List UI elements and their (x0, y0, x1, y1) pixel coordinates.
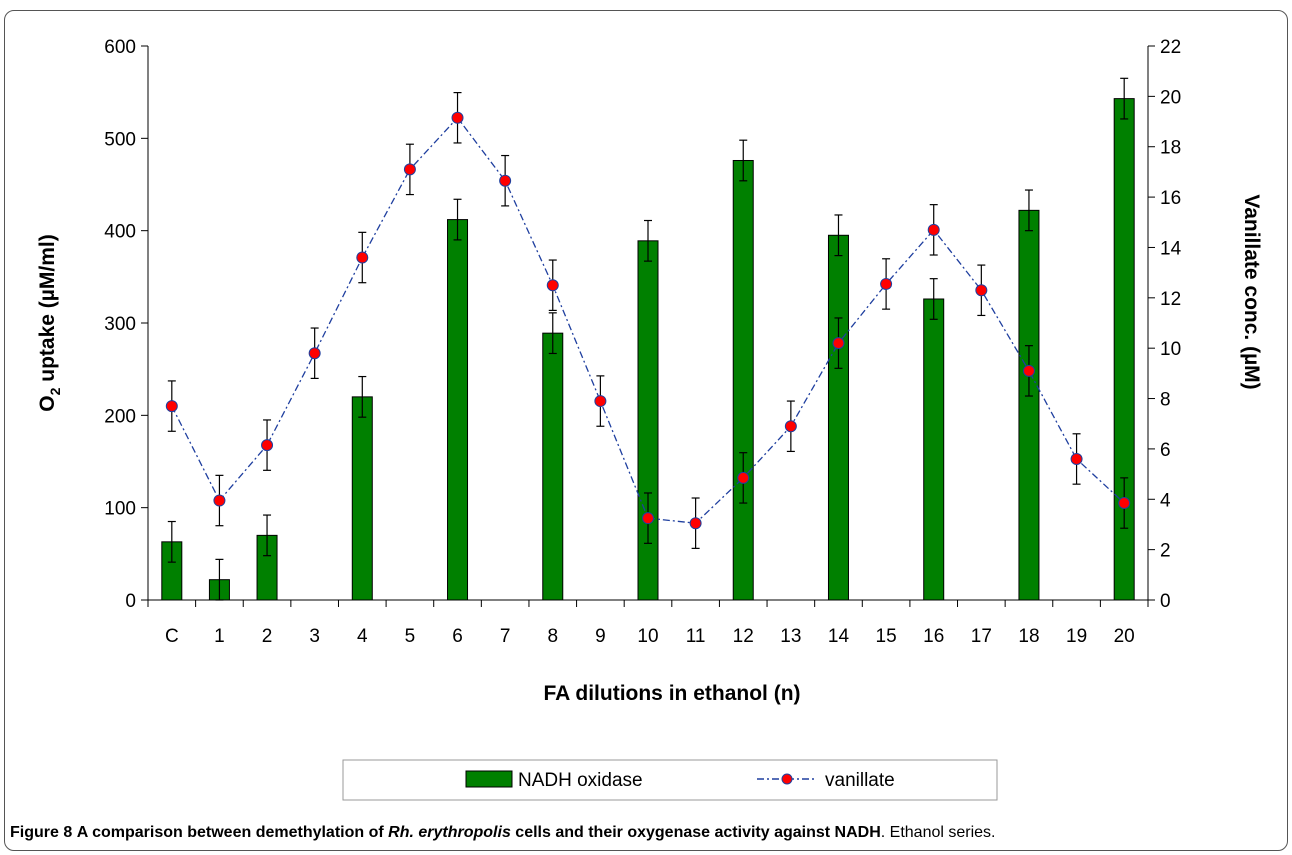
data-point (499, 174, 512, 187)
legend-label-nadh-oxidase: NADH oxidase (518, 770, 643, 791)
x-tick-label: 2 (262, 626, 273, 647)
data-point (927, 223, 940, 236)
left-y-axis: 0 100 200 300 400 500 600 (104, 37, 149, 612)
x-tick-label: 19 (1066, 626, 1087, 647)
right-tick-label: 18 (1160, 138, 1181, 159)
data-point (880, 277, 893, 290)
legend-label-vanillate: vanillate (825, 770, 895, 791)
caption-title-end: cells and their oxygenase activity again… (515, 824, 881, 841)
x-tick-label: 8 (547, 626, 558, 647)
bar (351, 396, 373, 601)
bar (637, 240, 659, 601)
x-tick-label: 5 (405, 626, 416, 647)
x-tick-label: 6 (452, 626, 463, 647)
data-point (1070, 452, 1083, 465)
x-tick-label: 7 (500, 626, 511, 647)
bar-series-nadh-oxidase (161, 77, 1135, 601)
bar (923, 298, 945, 601)
bar (732, 159, 754, 601)
x-tick-label: 20 (1114, 626, 1135, 647)
data-point (737, 471, 750, 484)
right-y-axis-title: Vanillate conc. (µM) (1240, 194, 1263, 389)
data-point (546, 279, 559, 292)
data-point (784, 420, 797, 433)
x-tick-label: 16 (923, 626, 944, 647)
left-tick-label: 400 (104, 222, 136, 243)
left-tick-label: 100 (104, 499, 136, 520)
data-point (1118, 497, 1131, 510)
caption-suffix: . Ethanol series. (880, 824, 996, 841)
right-tick-label: 16 (1160, 188, 1181, 209)
x-tick-label: 3 (309, 626, 320, 647)
data-point (594, 395, 607, 408)
x-tick-label: 9 (595, 626, 606, 647)
x-tick-label: 17 (971, 626, 992, 647)
left-tick-label: 600 (104, 37, 136, 58)
data-point (832, 337, 845, 350)
data-point (689, 517, 702, 530)
bar (1018, 209, 1040, 601)
x-tick-label: C (165, 626, 179, 647)
left-y-axis-title: O2 uptake (µM/ml) (36, 234, 63, 411)
right-y-axis: 0 2 4 6 8 10 12 14 16 18 20 22 (1147, 37, 1182, 612)
data-point (975, 284, 988, 297)
figure-frame (4, 10, 1288, 851)
data-point (403, 163, 416, 176)
x-tick-label: 11 (686, 626, 706, 647)
x-tick-label: 1 (214, 626, 225, 647)
x-axis: C 1 2 3 4 5 6 7 8 9 10 11 12 13 14 15 16 17 18 19 20 (147, 599, 1149, 647)
data-point (165, 400, 178, 413)
data-point (308, 347, 321, 360)
caption-title-start: A comparison between demethylation of (76, 824, 384, 841)
x-tick-label: 12 (733, 626, 754, 647)
legend: NADH oxidase vanillate (342, 759, 998, 801)
legend-bar-swatch (465, 770, 513, 788)
left-tick-label: 0 (125, 591, 136, 612)
data-point (451, 111, 464, 124)
right-tick-label: 12 (1160, 289, 1181, 310)
left-tick-label: 300 (104, 314, 136, 335)
right-tick-label: 8 (1160, 390, 1171, 411)
right-tick-label: 4 (1160, 490, 1171, 511)
right-tick-label: 20 (1160, 87, 1181, 108)
data-point (642, 512, 654, 525)
x-tick-label: 13 (780, 626, 801, 647)
legend-marker-swatch (781, 773, 793, 785)
bar (542, 332, 564, 601)
x-axis-title: FA dilutions in ethanol (n) (543, 682, 800, 705)
right-tick-label: 0 (1160, 591, 1171, 612)
x-tick-label: 10 (637, 626, 658, 647)
data-point (356, 251, 369, 264)
right-tick-label: 22 (1160, 37, 1181, 58)
right-tick-label: 2 (1160, 541, 1171, 562)
figure-caption: Figure 8 A comparison between demethylat… (10, 824, 996, 842)
right-tick-label: 6 (1160, 440, 1171, 461)
caption-title-italic: Rh. erythropolis (388, 824, 511, 841)
right-tick-label: 14 (1160, 238, 1182, 259)
x-tick-label: 15 (876, 626, 897, 647)
x-tick-label: 4 (357, 626, 368, 647)
data-point (1022, 364, 1035, 377)
data-point (213, 494, 226, 507)
right-tick-label: 10 (1160, 339, 1181, 360)
left-tick-label: 500 (104, 129, 136, 150)
caption-label: Figure 8 (10, 824, 73, 841)
left-tick-label: 200 (104, 406, 136, 427)
bar (447, 219, 469, 601)
line-series-vanillate (165, 91, 1131, 549)
data-point (261, 439, 274, 452)
x-tick-label: 18 (1018, 626, 1039, 647)
bar (827, 234, 849, 601)
legend-box (342, 759, 998, 801)
axis-titles: FA dilutions in ethanol (n) O2 uptake (µ… (36, 194, 1263, 705)
x-tick-label: 14 (828, 626, 850, 647)
